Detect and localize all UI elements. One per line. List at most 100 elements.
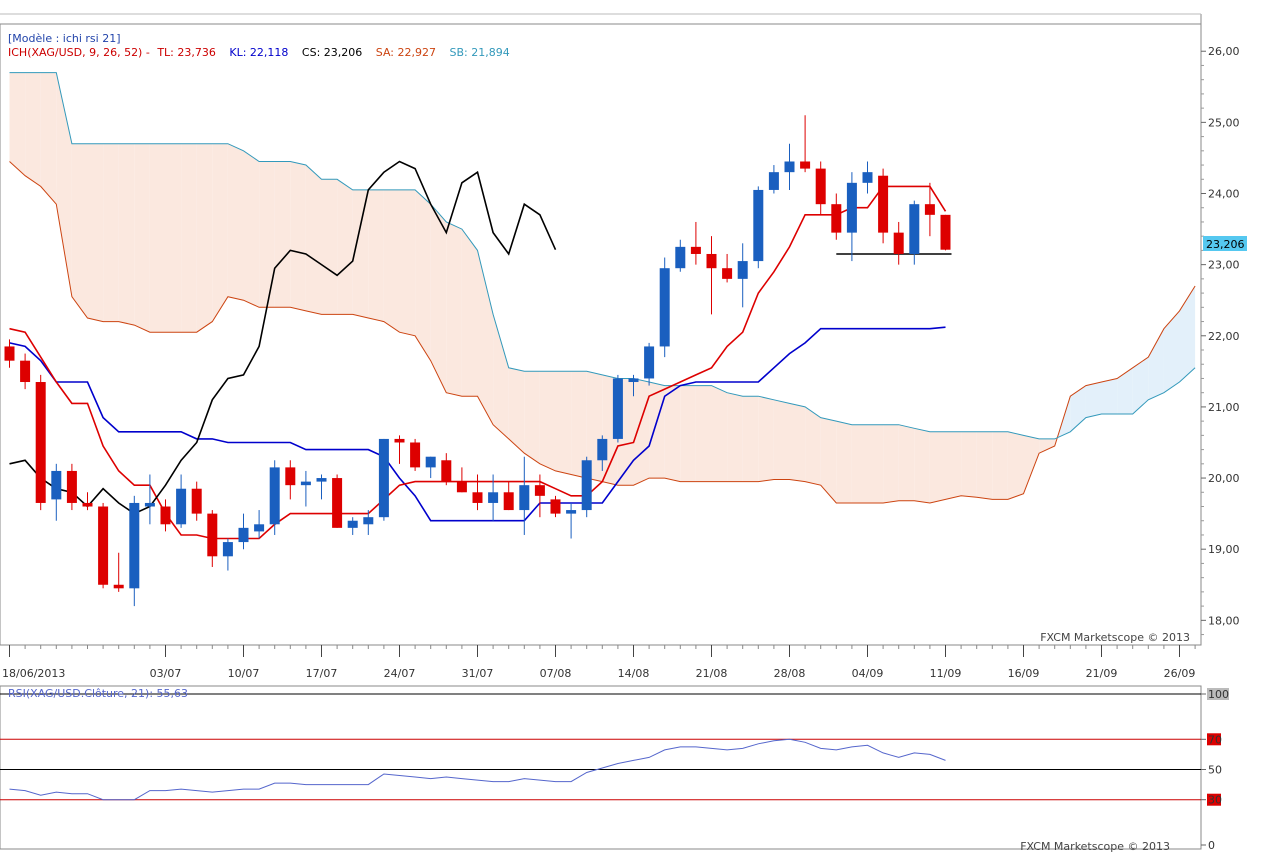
candle-body: [176, 488, 187, 525]
candle-body: [784, 161, 795, 173]
date-tick-label: 14/08: [618, 667, 650, 680]
cloud-segment: [1179, 285, 1196, 383]
candle: [20, 353, 31, 390]
candle-body: [722, 268, 733, 279]
candle-body: [129, 502, 140, 589]
cloud-segment: [664, 385, 681, 482]
candle: [909, 200, 920, 265]
candle: [519, 456, 530, 535]
candle: [66, 463, 77, 511]
candle-body: [300, 481, 311, 486]
candle: [644, 342, 655, 386]
candle-body: [363, 517, 374, 525]
candle-body: [332, 478, 343, 528]
date-tick-label: 11/09: [930, 667, 962, 680]
cloud-segment: [680, 385, 696, 482]
price-tick-label: 18,00: [1208, 614, 1240, 627]
candle: [597, 435, 608, 471]
candle-body: [690, 246, 701, 254]
cloud-segment: [633, 378, 650, 486]
cloud-segment: [383, 189, 400, 333]
candle: [628, 374, 639, 397]
candle-body: [269, 467, 280, 525]
candle: [503, 481, 514, 511]
cloud-segment: [789, 403, 806, 482]
ichimoku-cloud: [9, 72, 1196, 504]
candle: [893, 221, 904, 265]
price-axis: 26,00 25,00 24,00 23,00 22,00 21,00 20,00 19,00…: [1201, 45, 1240, 636]
candle-body: [768, 172, 779, 190]
candle-body: [815, 168, 826, 205]
candle-body: [644, 346, 655, 379]
cloud-segment: [1117, 367, 1133, 415]
candle-body: [410, 442, 421, 468]
senkou-a-legend: SA: 22,927: [376, 46, 436, 59]
date-tick-label: 26/09: [1164, 667, 1196, 680]
cloud-segment: [976, 431, 993, 500]
date-tick-label: 18/06/2013: [2, 667, 65, 680]
candle-body: [238, 527, 249, 543]
cloud-segment: [883, 424, 899, 503]
candle-body: [51, 470, 62, 500]
kijun-sen-line: [9, 326, 946, 522]
cloud-segment: [149, 143, 166, 333]
rsi-panel-frame: [0, 685, 1202, 850]
candle: [285, 460, 296, 500]
candle: [347, 517, 358, 535]
candle-body: [550, 499, 561, 514]
candle: [144, 474, 155, 525]
candle-body: [519, 485, 530, 511]
cloud-segment: [9, 72, 26, 176]
candle-body: [612, 378, 623, 439]
cloud-segment: [1023, 435, 1040, 494]
cloud-segment: [711, 385, 728, 482]
cloud-segment: [758, 396, 774, 482]
candle: [410, 438, 421, 471]
cloud-segment: [571, 371, 587, 479]
indicator-name: ICH(XAG/USD, 9, 26, 52) -: [8, 46, 153, 59]
cloud-segment: [1039, 438, 1055, 454]
cloud-segment: [555, 371, 572, 475]
candle-body: [456, 481, 467, 493]
cloud-segment: [508, 367, 525, 454]
cloud-segment: [337, 179, 353, 315]
rsi-tick-label: 70: [1208, 733, 1222, 746]
candle-body: [862, 172, 873, 183]
cloud-segment: [399, 189, 416, 336]
candle-body: [4, 346, 15, 361]
cloud-segment: [321, 179, 338, 315]
rsi-level-tag: [1207, 733, 1221, 746]
candle: [472, 474, 483, 511]
cloud-segment: [243, 150, 260, 308]
price-tick-label: 26,00: [1208, 45, 1240, 58]
candle: [113, 552, 124, 592]
cloud-segment: [1132, 357, 1149, 415]
cloud-segment: [212, 143, 228, 322]
candle-body: [659, 268, 670, 347]
candle-body: [737, 261, 748, 279]
candle: [394, 435, 405, 464]
cloud-segment: [305, 165, 322, 315]
candle-body: [581, 460, 592, 511]
rsi-line: [9, 738, 946, 801]
candle: [4, 339, 15, 368]
cloud-segment: [836, 421, 852, 503]
price-tick-label: 23,00: [1208, 259, 1240, 272]
price-tick-label: 24,00: [1208, 188, 1240, 201]
cloud-segment: [415, 189, 431, 361]
candle: [222, 538, 233, 571]
cloud-segment: [867, 424, 884, 503]
candle-body: [191, 488, 202, 514]
cloud-segment: [992, 431, 1008, 500]
price-tick-label: 22,00: [1208, 330, 1240, 343]
candle-body: [878, 175, 889, 233]
cloud-segment: [1007, 431, 1024, 500]
candle-body: [597, 438, 608, 461]
candle: [191, 481, 202, 521]
candle: [332, 474, 343, 528]
candle-body: [472, 492, 483, 503]
cloud-segment: [71, 143, 88, 318]
candle-body: [753, 189, 764, 262]
candle: [51, 463, 62, 521]
